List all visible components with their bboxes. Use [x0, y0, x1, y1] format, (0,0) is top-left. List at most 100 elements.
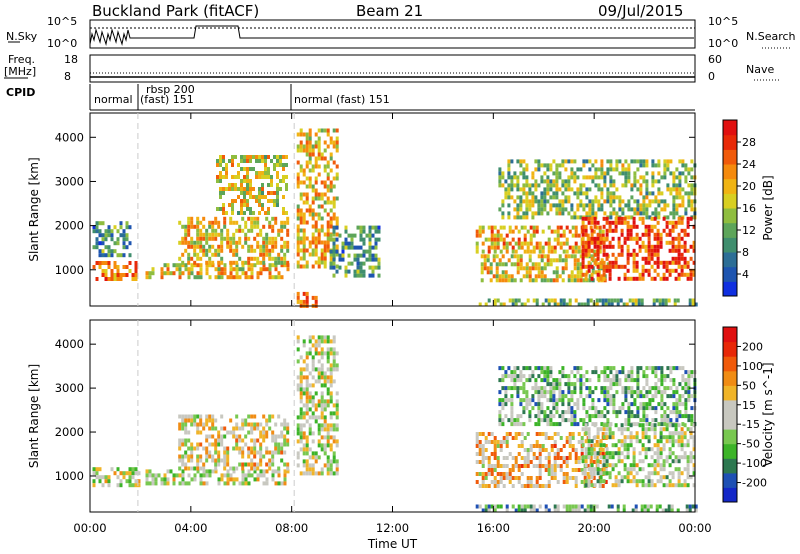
echo-cell: [543, 203, 547, 208]
echo-cell: [256, 232, 260, 237]
echo-cell: [332, 253, 336, 258]
echo-cell: [629, 232, 633, 237]
colorbar-tick-label: 200: [742, 340, 763, 353]
echo-cell: [137, 471, 141, 476]
echo-cell: [311, 383, 315, 388]
echo-cell: [196, 252, 200, 257]
echo-cell: [232, 446, 236, 451]
colorbar-segment: [723, 385, 737, 401]
echo-cell: [246, 159, 249, 163]
echo-cell: [276, 203, 279, 207]
echo-cell: [672, 215, 676, 220]
echo-cell: [508, 472, 512, 476]
echo-cell: [666, 159, 670, 164]
echo-cell: [555, 167, 559, 172]
echo-cell: [329, 471, 333, 476]
echo-cell: [581, 236, 585, 241]
echo-cell: [645, 366, 649, 371]
echo-cell: [544, 432, 548, 436]
echo-cell: [562, 249, 566, 254]
echo-cell: [368, 273, 372, 278]
echo-cell: [323, 435, 327, 440]
echo-cell: [214, 442, 218, 447]
echo-cell: [299, 471, 303, 476]
echo-cell: [320, 391, 324, 396]
echo-cell: [678, 366, 682, 371]
echo-cell: [665, 260, 669, 265]
echo-cell: [222, 159, 225, 163]
echo-cell: [507, 191, 511, 196]
echo-cell: [602, 260, 606, 265]
echo-cell: [107, 245, 111, 250]
echo-cell: [508, 476, 512, 480]
echo-cell: [651, 159, 655, 164]
echo-cell: [565, 249, 569, 254]
echo-cell: [256, 275, 260, 280]
echo-cell: [134, 269, 138, 273]
echo-cell: [573, 386, 577, 391]
strip-panels: [4, 19, 790, 111]
echo-cell: [320, 447, 324, 452]
echo-cell: [692, 467, 696, 472]
echo-cell: [526, 241, 530, 246]
echo-cell: [244, 477, 248, 482]
echo-cell: [668, 220, 672, 225]
echo-cell: [308, 455, 312, 460]
echo-cell: [277, 275, 281, 280]
echo-cell: [128, 269, 132, 273]
echo-cell: [516, 378, 520, 383]
echo-cell: [217, 232, 221, 237]
echo-cell: [320, 415, 324, 420]
echo-cell: [211, 224, 215, 229]
echo-cell: [535, 484, 539, 488]
echo-cell: [517, 476, 521, 480]
echo-cell: [311, 164, 315, 169]
echo-cell: [323, 415, 327, 420]
echo-cell: [311, 415, 315, 420]
echo-cell: [623, 427, 627, 432]
echo-cell: [537, 167, 541, 172]
echo-cell: [104, 245, 108, 250]
echo-cell: [305, 351, 309, 356]
echo-cell: [274, 263, 278, 268]
echo-cell: [507, 398, 511, 403]
echo-cell: [659, 479, 663, 484]
echo-cell: [694, 508, 698, 513]
echo-cell: [543, 374, 547, 379]
echo-cell: [600, 191, 604, 196]
echo-cell: [631, 298, 635, 303]
echo-cell: [219, 155, 222, 159]
echo-cell: [232, 426, 236, 431]
echo-cell: [484, 302, 488, 307]
echo-cell: [525, 175, 529, 180]
echo-cell: [600, 258, 604, 263]
echo-cell: [262, 252, 266, 257]
echo-cell: [648, 203, 652, 208]
echo-cell: [107, 253, 111, 258]
echo-cell: [681, 394, 685, 399]
echo-cell: [579, 254, 583, 259]
echo-cell: [546, 422, 550, 427]
echo-cell: [592, 229, 596, 234]
echo-cell: [299, 212, 303, 217]
echo-cell: [187, 275, 191, 280]
nave-tick-top: 60: [708, 53, 722, 66]
echo-cell: [247, 275, 251, 280]
echo-cell: [648, 390, 652, 395]
echo-cell: [602, 423, 606, 428]
echo-cell: [605, 463, 609, 468]
echo-cell: [659, 427, 663, 432]
echo-cell: [581, 427, 585, 432]
echo-cell: [537, 266, 541, 271]
echo-cell: [660, 398, 664, 403]
echo-cell: [547, 452, 551, 456]
echo-cell: [567, 159, 571, 164]
echo-cell: [214, 418, 218, 423]
echo-cell: [493, 480, 497, 484]
echo-cell: [377, 257, 381, 262]
echo-cell: [302, 232, 306, 237]
echo-cell: [547, 460, 551, 464]
echo-cell: [256, 271, 260, 276]
echo-cell: [308, 180, 312, 185]
echo-cell: [283, 462, 287, 467]
